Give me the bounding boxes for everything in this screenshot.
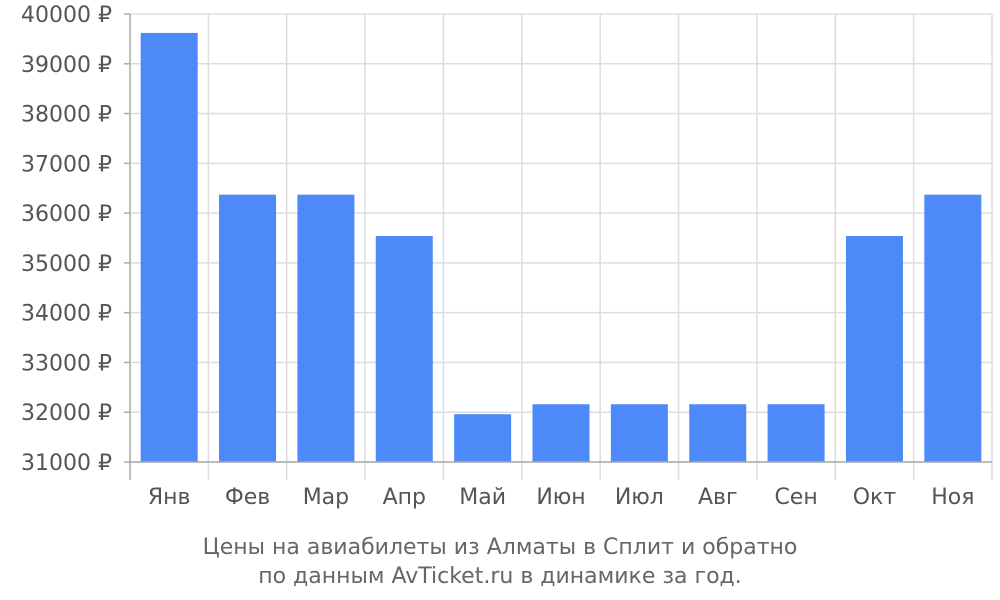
y-tick-label: 39000 ₽	[21, 53, 112, 78]
bar-3	[297, 194, 355, 462]
y-tick-label: 37000 ₽	[21, 152, 112, 177]
bar-6	[532, 404, 590, 462]
y-tick-label: 34000 ₽	[21, 302, 112, 327]
x-tick-label: Янв	[148, 485, 191, 510]
x-tick-labels: Янв Фев Мар Апр Май Июн Июл Авг Сен Окт Ноя	[148, 485, 975, 510]
x-tick-label: Фев	[225, 485, 270, 510]
y-tick-label: 35000 ₽	[21, 252, 112, 277]
x-tick-label: Июн	[536, 485, 585, 510]
bar-2	[219, 194, 277, 462]
bar-5	[454, 414, 512, 462]
bar-10	[845, 236, 903, 462]
bar-8	[689, 404, 747, 462]
y-tick-label: 40000 ₽	[21, 3, 112, 28]
x-tick-label: Мар	[303, 485, 349, 510]
bar-1	[140, 32, 198, 462]
x-tick-label: Апр	[383, 485, 426, 510]
y-tick-label: 38000 ₽	[21, 103, 112, 128]
x-tick-label: Июл	[615, 485, 664, 510]
y-tick-label: 32000 ₽	[21, 401, 112, 426]
y-tick-labels: 31000 ₽ 32000 ₽ 33000 ₽ 34000 ₽ 35000 ₽ 36000…	[21, 3, 112, 476]
x-tick-label: Авг	[698, 485, 738, 510]
bar-4	[375, 236, 433, 462]
bar-11	[924, 194, 982, 462]
bar-7	[610, 404, 668, 462]
x-tick-label: Май	[459, 485, 506, 510]
y-tick-label: 33000 ₽	[21, 351, 112, 376]
bars	[140, 32, 982, 462]
bar-9	[767, 404, 825, 462]
y-tick-label: 36000 ₽	[21, 202, 112, 227]
x-tick-label: Окт	[853, 485, 897, 510]
axes	[124, 13, 993, 480]
x-tick-label: Ноя	[931, 485, 974, 510]
y-tick-label: 31000 ₽	[21, 451, 112, 476]
caption-line-2: по данным AvTicket.ru в динамике за год.	[258, 564, 742, 589]
x-tick-label: Сен	[774, 485, 817, 510]
caption-line-1: Цены на авиабилеты из Алматы в Сплит и о…	[202, 535, 798, 560]
